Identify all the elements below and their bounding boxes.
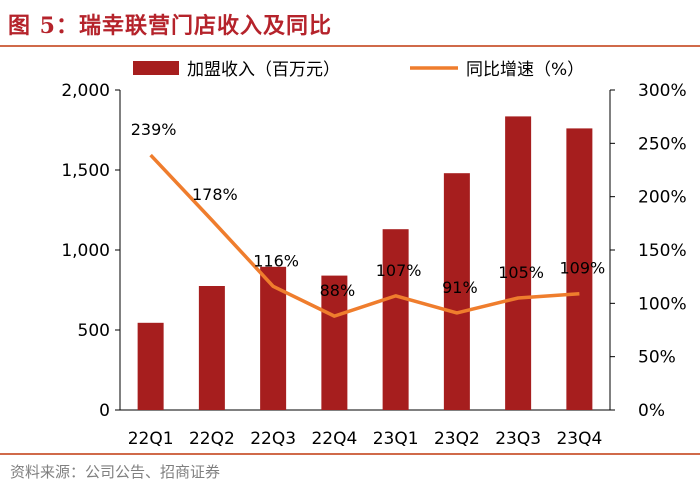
growth-data-label: 178% bbox=[192, 185, 238, 204]
legend-line-label: 同比增速（%） bbox=[466, 60, 584, 80]
x-tick-label: 22Q4 bbox=[311, 429, 357, 449]
x-tick-label: 22Q3 bbox=[250, 429, 296, 449]
legend-bar-swatch bbox=[133, 61, 179, 75]
y-right-tick-label: 100% bbox=[638, 294, 687, 314]
bar-23Q3 bbox=[505, 116, 532, 411]
bar-22Q2 bbox=[198, 286, 225, 410]
bar-22Q4 bbox=[321, 275, 348, 410]
growth-data-label: 91% bbox=[442, 278, 478, 297]
y-right-tick-label: 200% bbox=[638, 188, 687, 208]
chart-title: 图 5：瑞幸联营门店收入及同比 bbox=[8, 13, 332, 39]
y-right-tick-label: 0% bbox=[638, 401, 665, 421]
x-tick-label: 23Q2 bbox=[434, 429, 480, 449]
bar-22Q1 bbox=[137, 322, 164, 410]
legend-bar-label: 加盟收入（百万元） bbox=[187, 60, 340, 80]
y-left-tick-label: 2,000 bbox=[61, 81, 110, 101]
growth-line bbox=[149, 153, 580, 318]
x-tick-label: 23Q3 bbox=[495, 429, 541, 449]
bar-23Q2 bbox=[443, 173, 470, 410]
bar-22Q3 bbox=[260, 266, 287, 410]
title-divider bbox=[0, 45, 700, 47]
x-tick-label: 22Q2 bbox=[189, 429, 235, 449]
growth-data-label: 116% bbox=[253, 251, 299, 270]
chart: 0 500 1,000 1,500 2,000 0% 50% 100% 150% 200% 250%… bbox=[61, 60, 687, 449]
source-divider bbox=[0, 453, 700, 455]
growth-data-label: 105% bbox=[498, 263, 544, 282]
x-tick-label: 22Q1 bbox=[128, 429, 174, 449]
bar-23Q1 bbox=[382, 229, 409, 410]
y-right-tick-label: 300% bbox=[638, 81, 687, 101]
y-right-tick-label: 50% bbox=[638, 348, 676, 368]
y-left-tick-label: 1,500 bbox=[61, 161, 110, 181]
bar-23Q4 bbox=[566, 128, 593, 410]
y-left-tick-label: 1,000 bbox=[61, 241, 110, 261]
growth-data-label: 109% bbox=[560, 259, 606, 278]
growth-data-label: 88% bbox=[320, 281, 356, 300]
title-row: 图 5：瑞幸联营门店收入及同比 bbox=[0, 0, 700, 46]
x-tick-label: 23Q1 bbox=[373, 429, 419, 449]
y-right-tick-label: 150% bbox=[638, 241, 687, 261]
growth-data-label: 239% bbox=[131, 120, 177, 139]
y-left-tick-label: 500 bbox=[78, 321, 110, 341]
source-note: 资料来源：公司公告、招商证券 bbox=[10, 463, 221, 481]
x-tick-label: 23Q4 bbox=[556, 429, 602, 449]
y-right-tick-label: 250% bbox=[638, 134, 687, 154]
y-left-tick-label: 0 bbox=[99, 401, 110, 421]
growth-data-label: 107% bbox=[376, 261, 422, 280]
